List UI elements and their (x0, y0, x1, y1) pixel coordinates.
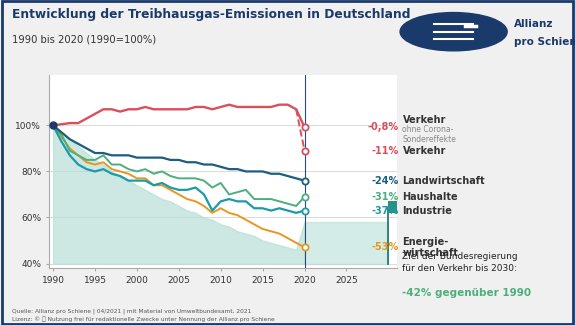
Text: Entwicklung der Treibhausgas-Emissionen in Deutschland: Entwicklung der Treibhausgas-Emissionen … (12, 8, 410, 21)
Text: Quelle: Allianz pro Schiene | 04/2021 | mit Material von Umweltbundesamt, 2021: Quelle: Allianz pro Schiene | 04/2021 | … (12, 308, 251, 314)
Text: -11%: -11% (372, 146, 399, 156)
Text: Ziel der Bundesregierung
für den Verkehr bis 2030:: Ziel der Bundesregierung für den Verkehr… (402, 252, 518, 273)
Text: -37%: -37% (372, 206, 399, 215)
Text: -53%: -53% (372, 242, 399, 253)
Text: -42% gegenüber 1990: -42% gegenüber 1990 (402, 288, 532, 298)
Text: -31%: -31% (372, 192, 399, 202)
Text: Lizenz: © ⓘ Nutzung frei für redaktionelle Zwecke unter Nennung der Allianz pro : Lizenz: © ⓘ Nutzung frei für redaktionel… (12, 316, 274, 322)
Text: -0,8%: -0,8% (368, 122, 399, 132)
Text: Verkehr: Verkehr (402, 146, 446, 156)
Text: pro Schiene: pro Schiene (514, 37, 575, 47)
Text: Allianz: Allianz (514, 19, 554, 29)
Text: Landwirtschaft: Landwirtschaft (402, 176, 485, 186)
Text: 1990 bis 2020 (1990=100%): 1990 bis 2020 (1990=100%) (12, 34, 156, 44)
Text: ohne Corona-
Sondereffekte: ohne Corona- Sondereffekte (402, 125, 457, 144)
Text: -24%: -24% (372, 176, 399, 186)
Text: Industrie: Industrie (402, 206, 453, 215)
Text: Energie-
wirtschaft: Energie- wirtschaft (402, 237, 458, 258)
Text: Haushalte: Haushalte (402, 192, 458, 202)
Circle shape (400, 13, 507, 51)
Text: Verkehr: Verkehr (402, 115, 446, 125)
FancyBboxPatch shape (388, 202, 413, 213)
